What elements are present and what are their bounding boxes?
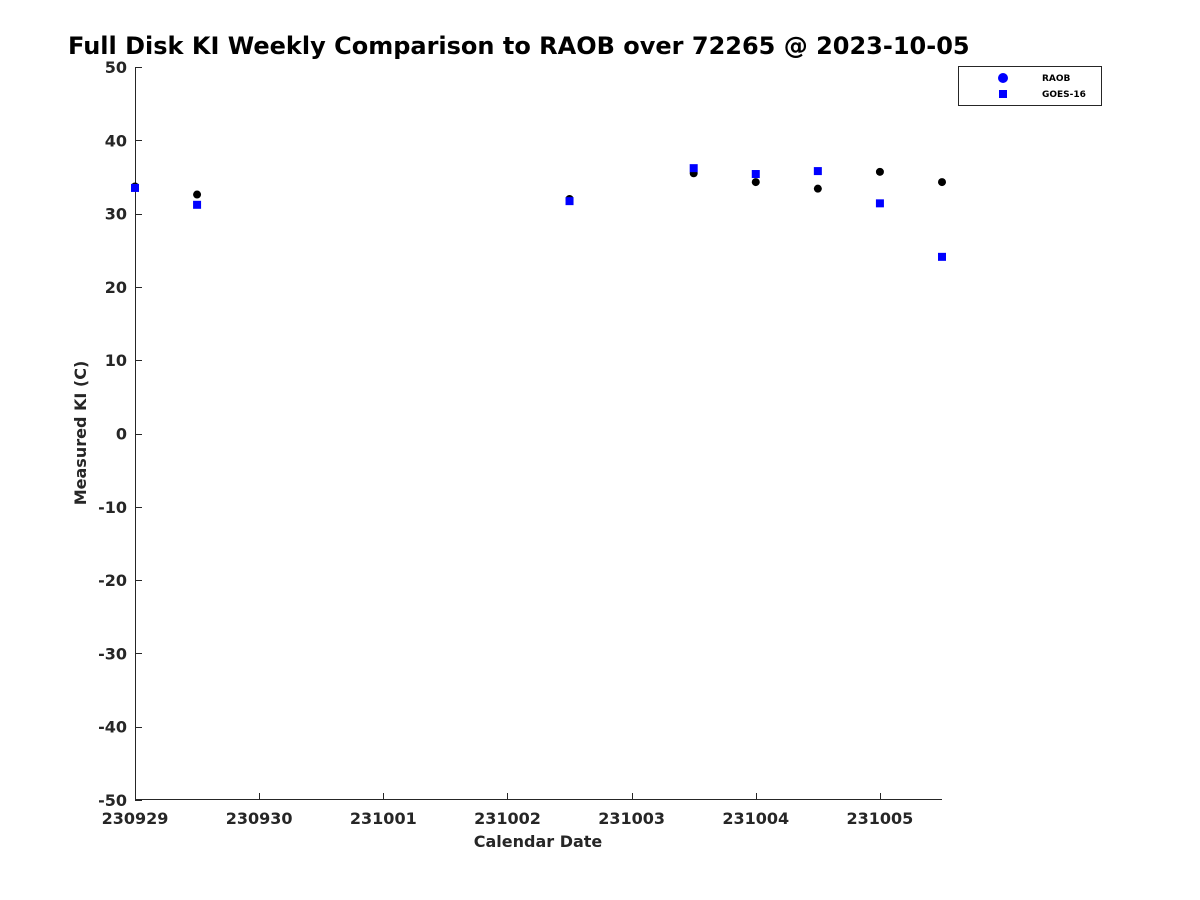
goes-16-legend-label: GOES-16: [1042, 90, 1086, 100]
x-tick-label: 231003: [598, 809, 665, 828]
goes-16-point: [689, 164, 698, 173]
x-tick-label: 230929: [102, 809, 169, 828]
x-tick-label: 231002: [474, 809, 541, 828]
raob-point: [751, 178, 760, 187]
goes-16-legend-marker: [999, 90, 1007, 98]
y-ticks: 50 40 30 20 10 0 -10 -20 -30 -40 -50: [98, 58, 142, 810]
raob-point: [875, 167, 884, 176]
y-tick-label: -10: [98, 498, 127, 517]
y-tick-label: -30: [98, 644, 127, 663]
y-axis-label: Measured KI (C): [71, 361, 90, 506]
y-tick-label: -50: [98, 791, 127, 810]
y-tick-label: -20: [98, 571, 127, 590]
raob-legend-marker: [998, 73, 1008, 83]
y-tick-label: 40: [105, 131, 127, 150]
y-tick-label: 10: [105, 351, 127, 370]
y-tick-label: -40: [98, 718, 127, 737]
x-tick-label: 231004: [722, 809, 789, 828]
goes-16-point: [751, 170, 760, 179]
x-tick-label: 230930: [226, 809, 293, 828]
x-tick-label: 231001: [350, 809, 417, 828]
axes: [135, 67, 942, 800]
goes-16-point: [565, 197, 574, 206]
legend: RAOB GOES-16: [958, 66, 1102, 106]
chart-title: Full Disk KI Weekly Comparison to RAOB o…: [68, 32, 970, 60]
goes-16-point: [938, 252, 946, 261]
raob-point: [813, 184, 822, 193]
x-axis-label: Calendar Date: [474, 832, 603, 851]
data-points: [131, 164, 946, 261]
raob-point: [193, 190, 202, 199]
y-tick-label: 0: [116, 425, 127, 444]
goes-16-point: [193, 200, 202, 209]
legend-box: [958, 66, 1102, 106]
raob-point: [938, 178, 946, 187]
y-tick-label: 30: [105, 205, 127, 224]
x-ticks: 230929 230930 231001 231002 231003 231004 2310…: [102, 793, 914, 828]
goes-16-point: [875, 199, 884, 208]
y-tick-label: 20: [105, 278, 127, 297]
goes-16-point: [131, 183, 139, 192]
goes-16-point: [813, 167, 822, 176]
raob-legend-label: RAOB: [1042, 74, 1071, 84]
x-tick-label: 231005: [847, 809, 914, 828]
y-tick-label: 50: [105, 58, 127, 77]
